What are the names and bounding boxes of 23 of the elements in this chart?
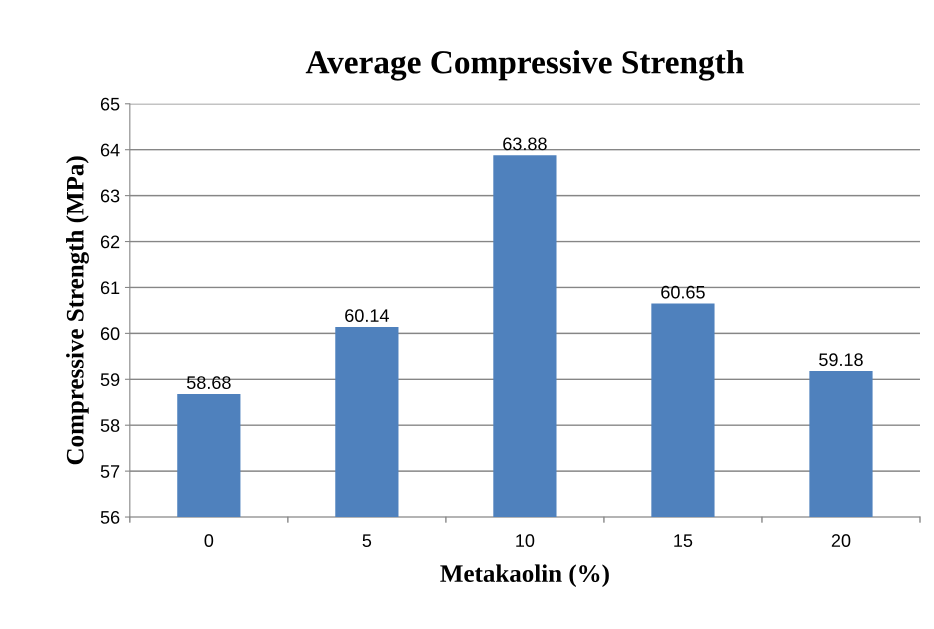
y-tick-label: 59 [100, 373, 120, 386]
y-tick-label: 63 [100, 190, 120, 202]
data-label: 63.88 [503, 137, 547, 150]
x-tick-label: 0 [204, 534, 214, 547]
x-tick-label: 15 [674, 534, 692, 547]
y-tick-label: 58 [100, 419, 120, 432]
y-tick-label: 64 [100, 144, 120, 156]
y-tick-label: 62 [100, 235, 120, 248]
y-tick-label: 60 [100, 327, 120, 340]
y-tick-label: 57 [100, 465, 120, 478]
data-label: 60.65 [661, 286, 705, 299]
y-tick-label: 61 [100, 281, 120, 294]
x-tick-label: 10 [516, 534, 534, 547]
y-axis-title: Compressive Strength (MPa) [66, 156, 89, 464]
x-tick-label: 20 [832, 534, 850, 547]
data-label: 59.18 [819, 353, 863, 366]
chart-title: Average Compressive Strength [306, 50, 744, 81]
data-label: 58.68 [186, 376, 231, 390]
y-tick-label: 56 [100, 510, 120, 524]
data-label: 60.14 [345, 309, 389, 322]
x-tick-label: 5 [362, 534, 372, 547]
y-tick-label: 65 [100, 98, 120, 111]
x-axis-title: Metakaolin (%) [440, 564, 609, 588]
